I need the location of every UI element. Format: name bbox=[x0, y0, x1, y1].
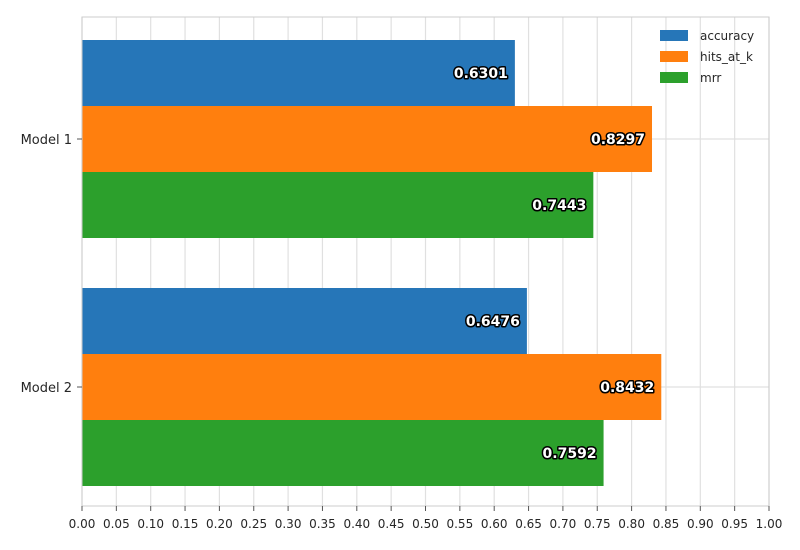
x-tick-label: 0.35 bbox=[309, 517, 336, 531]
y-axis-categories: Model 1 Model 2 bbox=[21, 133, 82, 396]
x-tick-label: 0.65 bbox=[515, 517, 542, 531]
bar-mrr bbox=[82, 172, 594, 238]
legend-swatch-hits_at_k bbox=[660, 51, 688, 62]
x-tick-label: 0.20 bbox=[206, 517, 233, 531]
x-tick-label: 0.15 bbox=[172, 517, 199, 531]
data-label: 0.8297 bbox=[591, 132, 645, 148]
legend-swatch-mrr bbox=[660, 72, 688, 83]
data-label: 0.7592 bbox=[543, 446, 597, 462]
x-tick-label: 0.70 bbox=[550, 517, 577, 531]
x-tick-label: 0.05 bbox=[103, 517, 130, 531]
bars bbox=[82, 40, 662, 486]
data-label: 0.6476 bbox=[466, 314, 520, 330]
y-category-label: Model 2 bbox=[21, 381, 72, 396]
x-tick-label: 0.10 bbox=[137, 517, 164, 531]
legend-label: mrr bbox=[700, 71, 721, 85]
legend-swatch-accuracy bbox=[660, 30, 688, 41]
bar-accuracy bbox=[82, 40, 515, 106]
data-label: 0.6301 bbox=[454, 66, 508, 82]
x-tick-label: 0.85 bbox=[653, 517, 680, 531]
x-axis-ticks: 0.00 0.05 0.10 0.15 0.20 0.25 0.30 0.35 0.40 0.45… bbox=[69, 506, 783, 531]
x-tick-label: 1.00 bbox=[756, 517, 783, 531]
x-tick-label: 0.00 bbox=[69, 517, 96, 531]
legend-label: accuracy bbox=[700, 29, 754, 43]
bar-hits_at_k bbox=[82, 354, 662, 420]
x-tick-label: 0.90 bbox=[687, 517, 714, 531]
x-tick-label: 0.40 bbox=[343, 517, 370, 531]
x-tick-label: 0.55 bbox=[446, 517, 473, 531]
legend-label: hits_at_k bbox=[700, 50, 753, 64]
x-tick-label: 0.95 bbox=[721, 517, 748, 531]
x-tick-label: 0.75 bbox=[584, 517, 611, 531]
x-tick-label: 0.50 bbox=[412, 517, 439, 531]
y-category-label: Model 1 bbox=[21, 133, 72, 148]
x-tick-label: 0.45 bbox=[378, 517, 405, 531]
x-tick-label: 0.30 bbox=[275, 517, 302, 531]
bar-accuracy bbox=[82, 288, 527, 354]
x-tick-label: 0.25 bbox=[240, 517, 267, 531]
data-label: 0.8432 bbox=[600, 380, 654, 396]
x-tick-label: 0.80 bbox=[618, 517, 645, 531]
data-label: 0.7443 bbox=[532, 198, 586, 214]
bar-hits_at_k bbox=[82, 106, 653, 172]
x-tick-label: 0.60 bbox=[481, 517, 508, 531]
data-labels: 0.6301 0.8297 0.7443 0.6476 0.8432 0.7592 bbox=[452, 65, 655, 464]
bar-mrr bbox=[82, 420, 604, 486]
